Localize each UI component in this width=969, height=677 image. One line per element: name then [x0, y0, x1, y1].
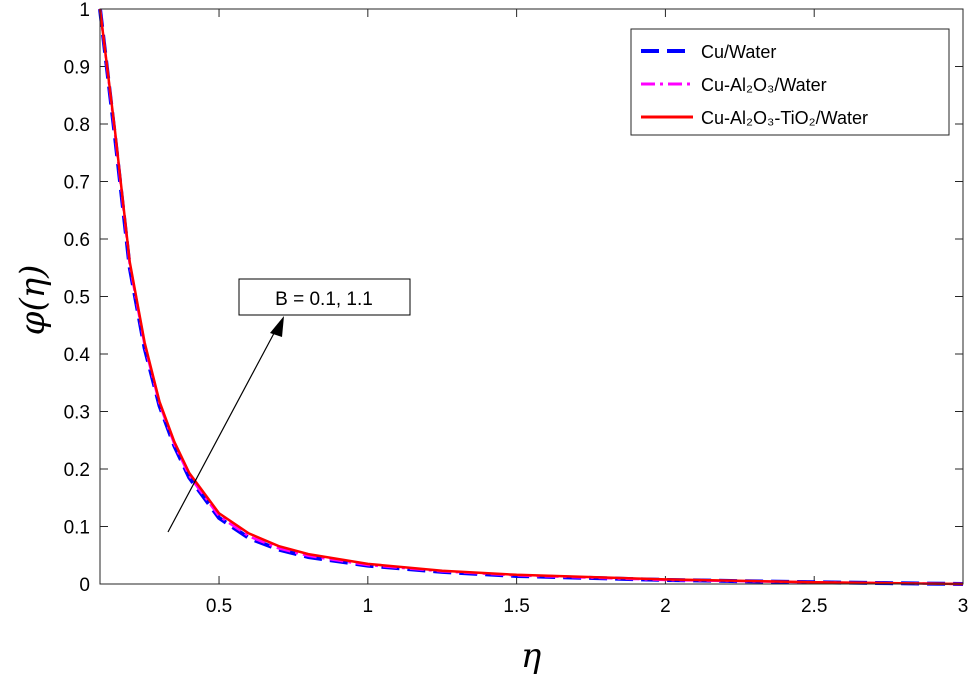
x-axis-label: η [521, 636, 542, 676]
axes-box [99, 8, 964, 585]
annotation-box [238, 278, 411, 316]
y-tick-label: 0.3 [64, 403, 90, 424]
annotation-arrow [167, 321, 281, 533]
y-axis-label: φ(η) [13, 265, 53, 336]
x-tick-label: 0.5 [206, 596, 232, 617]
y-tick-label: 0.5 [64, 288, 90, 309]
y-tick-label: 0 [79, 575, 90, 596]
x-tick-label: 3 [958, 596, 969, 617]
legend-label: Cu-Al₂O₃-TiO₂/Water [701, 108, 868, 128]
legend-label: Cu/Water [701, 42, 776, 62]
y-tick-label: 1 [79, 0, 90, 21]
y-tick-label: 0.4 [64, 345, 91, 366]
annotation-arrowhead [270, 316, 284, 337]
y-tick-label: 0.2 [64, 460, 90, 481]
x-tick-label: 2.5 [801, 596, 827, 617]
legend-label: Cu-Al₂O₃/Water [701, 75, 827, 95]
y-tick-label: 0.6 [64, 230, 90, 251]
x-tick-label: 2 [660, 596, 671, 617]
y-tick-label: 0.7 [64, 173, 90, 194]
y-tick-label: 0.9 [64, 58, 90, 79]
y-tick-label: 0.8 [64, 115, 90, 136]
y-tick-label: 0.1 [64, 518, 90, 539]
annotation-text: B = 0.1, 1.1 [275, 289, 373, 310]
x-tick-label: 1 [363, 596, 374, 617]
x-tick-label: 1.5 [503, 596, 529, 617]
data-line [98, 8, 964, 586]
